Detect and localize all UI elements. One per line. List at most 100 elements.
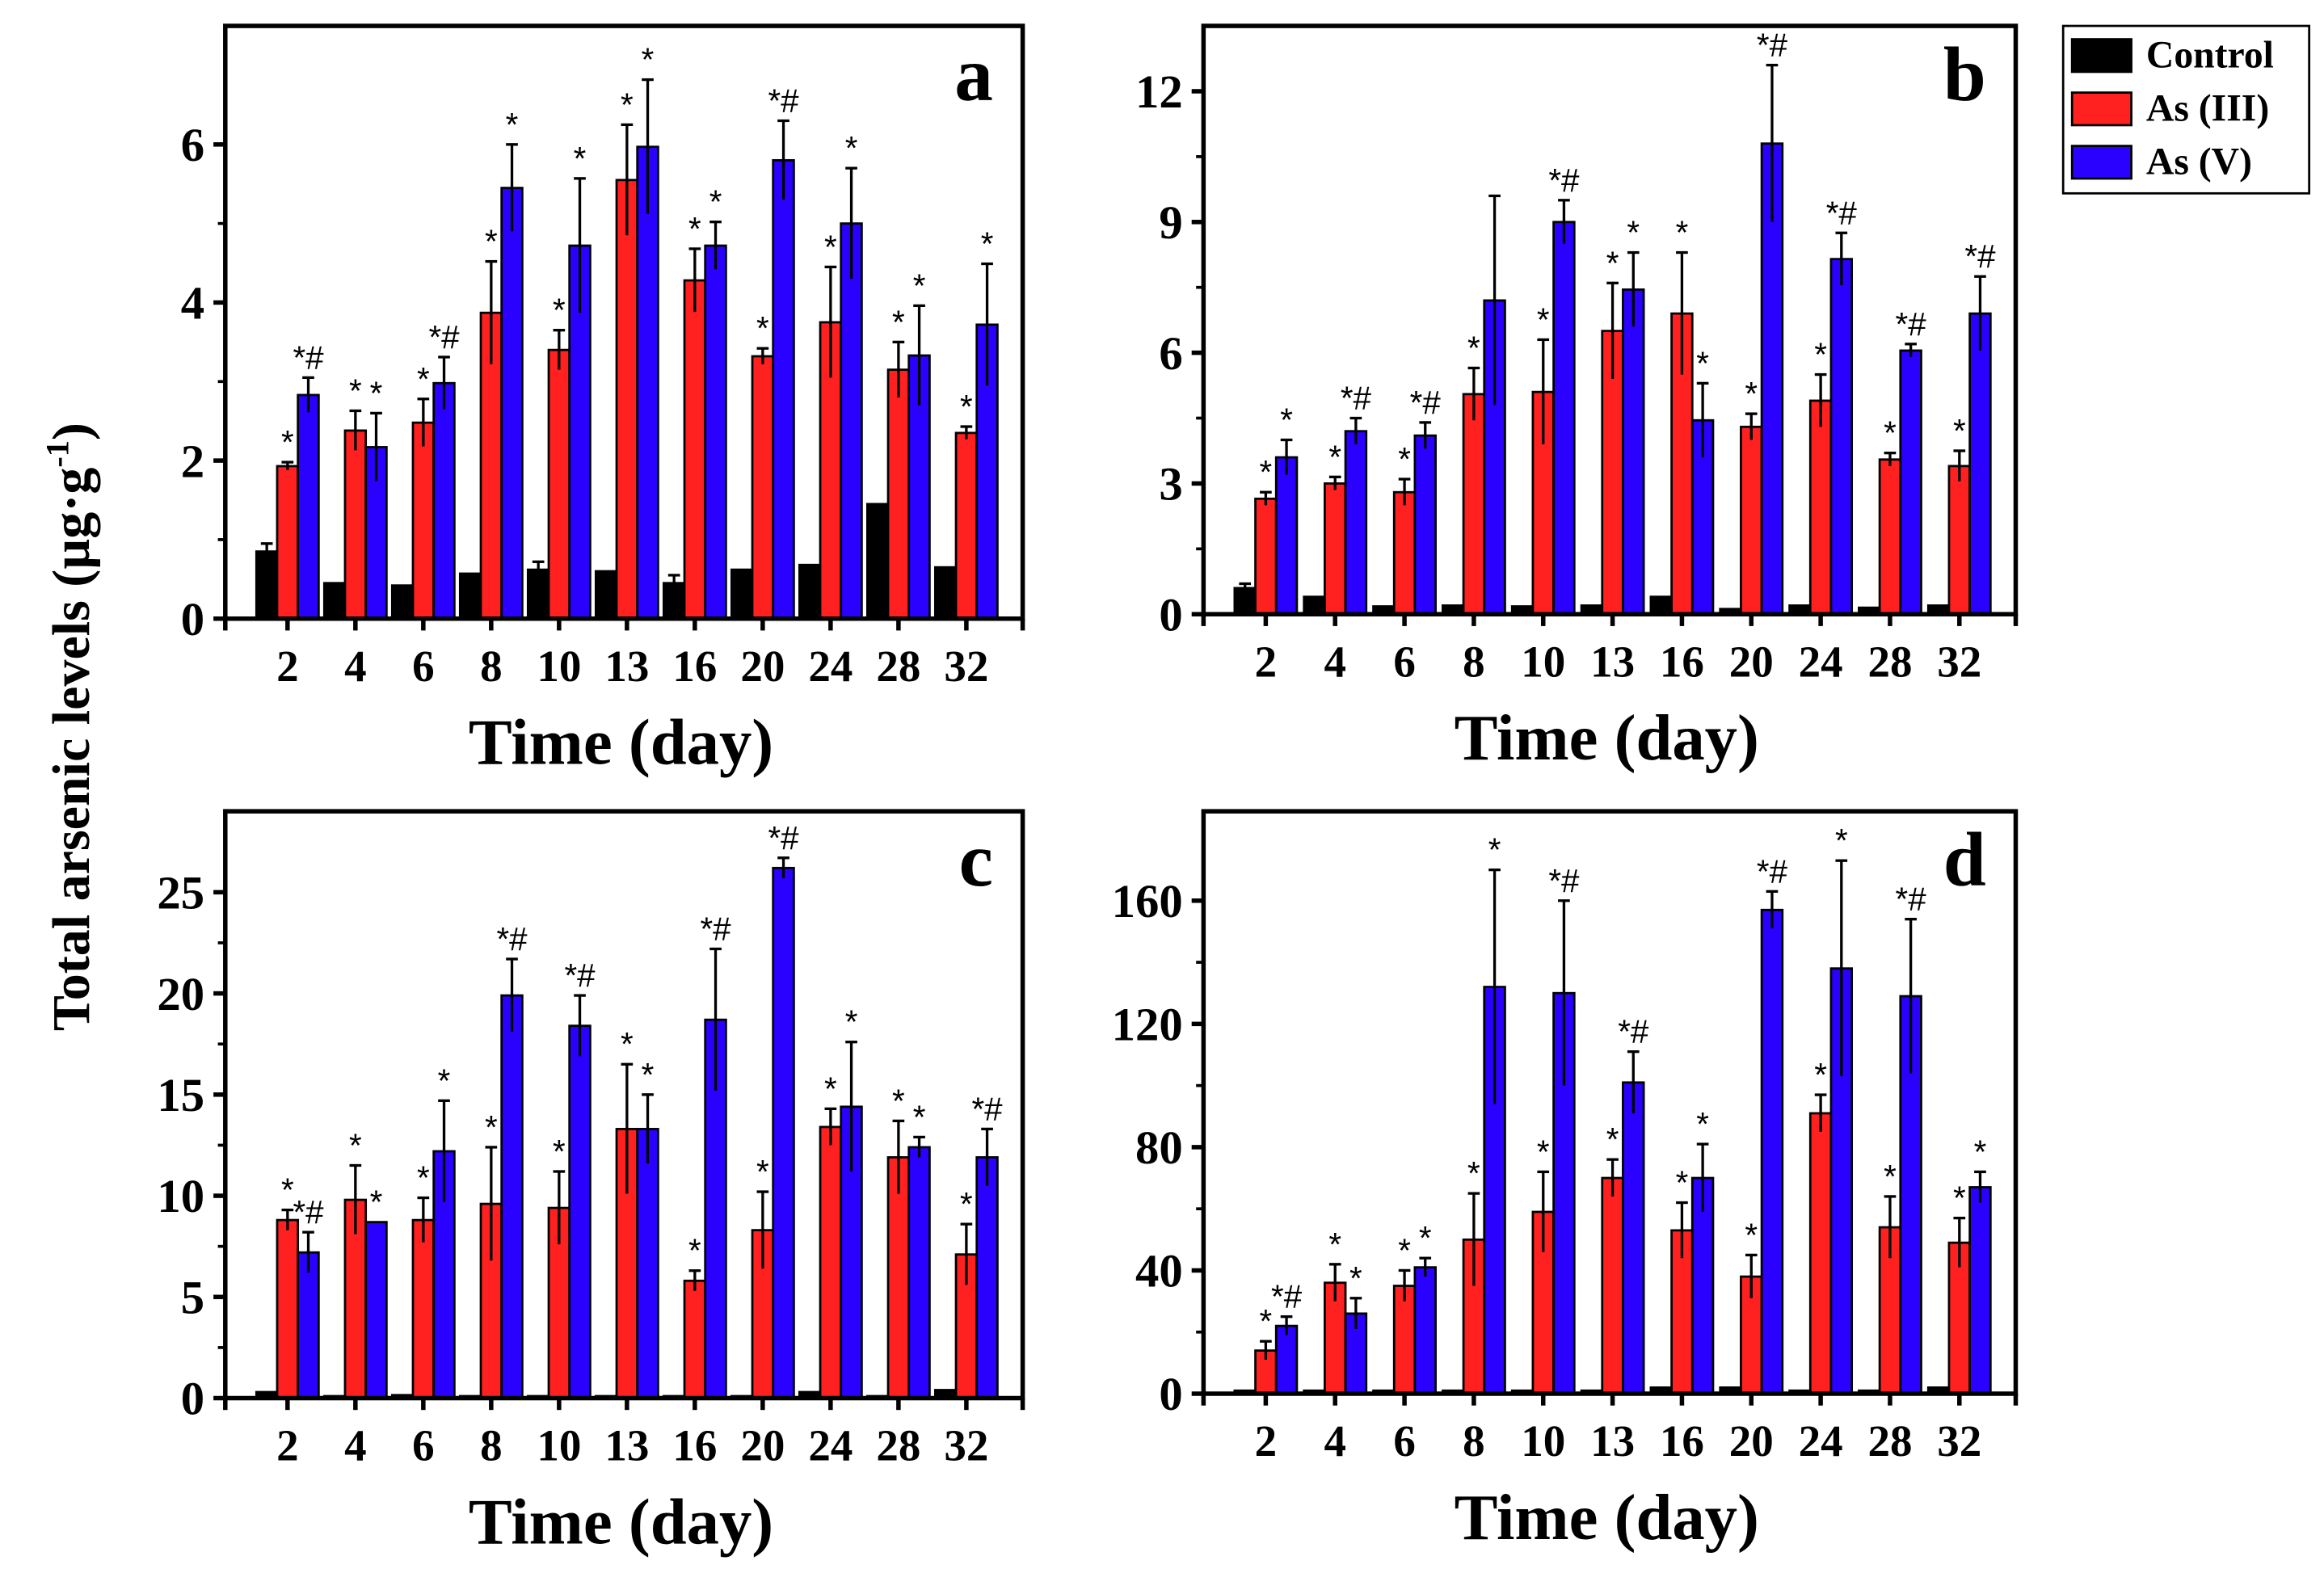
significance-label: * (756, 1153, 769, 1190)
x-tick-label: 8 (1463, 1416, 1485, 1466)
significance-label: * (913, 1098, 926, 1135)
significance-label: * (960, 388, 973, 425)
bar-asv-day-20 (772, 158, 795, 620)
significance-label: * (1696, 344, 1709, 381)
y-tick-label: 15 (157, 1069, 204, 1121)
bar-asv-day-4 (1344, 430, 1368, 616)
x-tick-label: 10 (537, 641, 581, 691)
significance-label: * (1467, 329, 1480, 366)
significance-label: * (438, 1062, 451, 1099)
significance-label: * (1537, 1133, 1550, 1170)
significance-label: *# (1271, 1278, 1303, 1315)
significance-label: * (1606, 1121, 1619, 1158)
significance-label: * (642, 1056, 655, 1093)
significance-label: *# (1618, 1013, 1649, 1050)
y-tick-label: 6 (1159, 327, 1182, 380)
bar-control-day-2 (255, 550, 279, 620)
x-tick-label: 28 (876, 641, 920, 691)
bar-asiii-day-6 (411, 421, 436, 620)
significance-label: * (349, 1126, 362, 1163)
significance-label: *# (1757, 852, 1788, 890)
significance-label: * (574, 140, 587, 177)
x-tick-label: 13 (604, 1421, 649, 1470)
significance-label: *# (496, 920, 528, 957)
bar-asiii-day-24 (819, 1125, 843, 1399)
x-tick-label: 24 (808, 1421, 853, 1470)
y-tick-label: 0 (181, 1373, 204, 1425)
significance-label: * (1398, 440, 1411, 477)
y-tick-label: 5 (181, 1271, 204, 1323)
significance-label: * (1953, 412, 1966, 449)
significance-label: * (417, 1159, 430, 1197)
significance-label: * (1467, 1155, 1480, 1192)
significance-label: * (709, 183, 722, 221)
x-axis-title: Time (day) (1455, 702, 1759, 774)
bar-control-day-32 (933, 566, 958, 620)
x-tick-label: 10 (537, 1421, 581, 1470)
legend: Control As (III) As (V) (2061, 24, 2311, 195)
significance-label: *# (1341, 380, 1372, 417)
x-tick-label: 16 (1660, 637, 1704, 686)
bar-control-day-28 (865, 503, 890, 620)
legend-swatch-0 (2070, 38, 2132, 74)
plot-frame (1201, 23, 2019, 616)
significance-label: * (845, 129, 858, 166)
x-tick-label: 16 (672, 1421, 717, 1470)
x-tick-label: 2 (1255, 1416, 1278, 1466)
significance-label: * (824, 228, 837, 265)
significance-label: * (1349, 1260, 1362, 1297)
bar-asiii-day-4 (1324, 482, 1347, 616)
x-axis-title: Time (day) (1455, 1482, 1759, 1554)
significance-label: * (756, 309, 769, 347)
y-tick-label: 3 (1159, 458, 1182, 511)
significance-label: * (642, 41, 655, 78)
significance-label: * (349, 372, 362, 409)
x-tick-label: 13 (1590, 637, 1635, 686)
bar-asv-day-2 (297, 393, 320, 620)
plot-frame (223, 23, 1025, 621)
panel-label: b (1943, 32, 1986, 117)
x-tick-label: 16 (1660, 1416, 1704, 1466)
significance-label: *# (1826, 194, 1858, 231)
x-tick-label: 8 (480, 641, 503, 691)
bar-control-day-13 (594, 570, 618, 620)
bar-asv-day-6 (1413, 434, 1437, 616)
panel-label: c (959, 817, 993, 902)
significance-label: * (1488, 831, 1501, 869)
bar-asiii-day-6 (1392, 1285, 1417, 1395)
legend-label: As (V) (2146, 141, 2252, 183)
y-tick-label: 2 (181, 435, 204, 487)
significance-label: * (1814, 336, 1827, 373)
bar-asiii-day-16 (683, 1279, 707, 1399)
significance-label: * (370, 374, 383, 411)
significance-label: * (1398, 1231, 1411, 1268)
bar-asiii-day-2 (276, 465, 300, 620)
significance-label: * (281, 423, 294, 461)
significance-label: * (1676, 214, 1689, 251)
significance-label: * (688, 1232, 701, 1269)
significance-label: * (281, 1171, 294, 1209)
significance-label: *# (768, 82, 799, 119)
x-tick-label: 24 (808, 641, 853, 691)
significance-label: * (621, 86, 634, 123)
significance-label: *# (971, 1090, 1003, 1127)
significance-label: * (1627, 214, 1640, 251)
bar-asiii-day-13 (615, 179, 639, 620)
plot-frame (1201, 809, 2019, 1396)
bar-asv-day-10 (568, 1024, 592, 1399)
bar-control-day-4 (1303, 595, 1326, 616)
x-tick-label: 8 (1463, 637, 1485, 686)
bar-asiii-day-20 (1740, 425, 1763, 616)
significance-label: * (417, 360, 430, 398)
bar-asv-day-2 (297, 1251, 320, 1399)
significance-label: * (1974, 1133, 1987, 1170)
bar-asv-day-28 (907, 1146, 931, 1399)
significance-label: * (553, 1133, 566, 1170)
significance-label: *# (1548, 162, 1580, 199)
bar-asiii-day-2 (1254, 497, 1278, 616)
x-tick-label: 4 (1324, 637, 1346, 686)
bar-asv-day-13 (636, 1128, 659, 1399)
y-tick-label: 10 (157, 1170, 204, 1222)
